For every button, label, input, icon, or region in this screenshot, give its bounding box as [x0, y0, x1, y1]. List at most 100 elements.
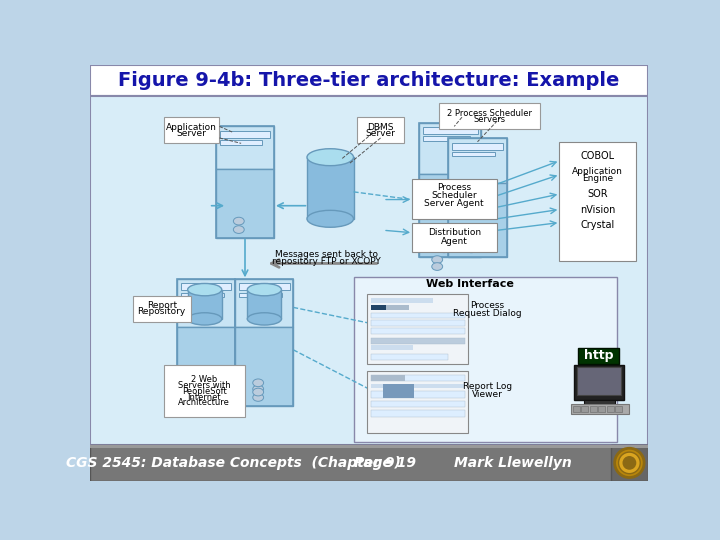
Bar — [220, 140, 262, 145]
Text: Distribution: Distribution — [428, 228, 481, 237]
Bar — [371, 305, 386, 309]
Bar — [239, 293, 282, 298]
Text: Server: Server — [176, 129, 207, 138]
Text: Architecture: Architecture — [179, 399, 230, 407]
Ellipse shape — [624, 457, 636, 469]
Text: Application: Application — [572, 166, 623, 176]
Bar — [163, 365, 245, 417]
Bar — [371, 328, 465, 334]
Text: Application: Application — [166, 123, 217, 132]
Text: Request Dialog: Request Dialog — [454, 309, 522, 318]
Text: Figure 9-4b: Three-tier architecture: Example: Figure 9-4b: Three-tier architecture: Ex… — [118, 71, 620, 90]
Bar — [371, 338, 465, 343]
Ellipse shape — [194, 385, 205, 393]
Bar — [412, 179, 497, 219]
Bar — [449, 138, 507, 183]
Bar — [578, 348, 618, 363]
Text: Engine: Engine — [582, 174, 613, 183]
Text: Report: Report — [147, 301, 176, 310]
Bar — [574, 365, 624, 400]
Bar — [371, 298, 433, 303]
Bar — [371, 410, 465, 417]
Bar — [235, 279, 294, 406]
Text: DBMS: DBMS — [367, 123, 394, 132]
Bar — [220, 131, 270, 138]
Bar — [371, 305, 409, 309]
Ellipse shape — [194, 394, 205, 401]
Text: Server Agent: Server Agent — [424, 199, 484, 208]
Ellipse shape — [615, 448, 644, 477]
Text: Internet: Internet — [187, 393, 221, 402]
Ellipse shape — [253, 379, 264, 387]
Bar — [307, 157, 354, 219]
Bar — [570, 404, 629, 414]
Bar — [598, 406, 606, 412]
Text: Viewer: Viewer — [472, 390, 503, 399]
Bar — [573, 406, 580, 412]
Ellipse shape — [438, 237, 449, 244]
Bar — [423, 137, 469, 141]
Bar — [90, 445, 648, 448]
Bar — [616, 406, 622, 412]
Bar — [419, 174, 482, 257]
Bar — [177, 327, 235, 406]
Ellipse shape — [466, 245, 477, 253]
Bar — [188, 289, 222, 319]
Bar — [419, 123, 482, 174]
Bar — [132, 296, 191, 322]
Ellipse shape — [438, 245, 449, 253]
Ellipse shape — [188, 313, 222, 325]
Bar — [577, 367, 621, 395]
Text: Messages sent back to: Messages sent back to — [275, 249, 378, 259]
Bar — [412, 222, 497, 252]
Bar — [590, 406, 597, 412]
Bar — [371, 383, 465, 388]
Text: Report Log: Report Log — [463, 382, 512, 391]
Text: CGS 2545: Database Concepts  (Chapter 9): CGS 2545: Database Concepts (Chapter 9) — [66, 456, 401, 470]
Ellipse shape — [253, 394, 264, 401]
Text: Process: Process — [470, 301, 505, 310]
Bar — [371, 375, 465, 381]
Ellipse shape — [307, 148, 354, 166]
Bar — [216, 126, 274, 238]
Bar — [581, 406, 588, 412]
Ellipse shape — [618, 452, 640, 474]
Bar — [371, 345, 413, 350]
Bar — [452, 152, 495, 157]
Bar — [216, 126, 274, 169]
Text: Page 19: Page 19 — [354, 456, 415, 470]
Text: Servers with: Servers with — [178, 381, 230, 390]
Bar — [371, 313, 465, 318]
Ellipse shape — [248, 313, 282, 325]
Bar — [423, 127, 477, 134]
Ellipse shape — [233, 226, 244, 233]
Bar — [383, 384, 414, 398]
Bar — [452, 143, 503, 150]
Bar — [367, 372, 468, 433]
Bar — [235, 327, 294, 406]
Bar — [90, 445, 648, 481]
Text: COBOL: COBOL — [580, 151, 615, 161]
Ellipse shape — [307, 210, 354, 227]
Ellipse shape — [194, 388, 205, 396]
Ellipse shape — [466, 237, 477, 244]
Text: http: http — [584, 349, 613, 362]
Bar — [371, 375, 405, 381]
Ellipse shape — [253, 388, 264, 396]
Bar — [585, 400, 616, 404]
Bar — [559, 142, 636, 261]
Ellipse shape — [432, 262, 443, 271]
Bar — [248, 289, 282, 319]
Text: Process: Process — [437, 184, 472, 192]
Text: Scheduler: Scheduler — [431, 191, 477, 200]
Ellipse shape — [248, 284, 282, 296]
Bar — [371, 392, 465, 398]
Text: PeopleSoft: PeopleSoft — [182, 387, 227, 396]
Bar — [419, 123, 482, 257]
Bar — [163, 117, 220, 143]
Text: Web Interface: Web Interface — [426, 279, 513, 289]
Text: Agent: Agent — [441, 237, 468, 246]
Bar — [371, 401, 465, 408]
Text: Server: Server — [366, 129, 395, 138]
Bar — [181, 284, 231, 291]
